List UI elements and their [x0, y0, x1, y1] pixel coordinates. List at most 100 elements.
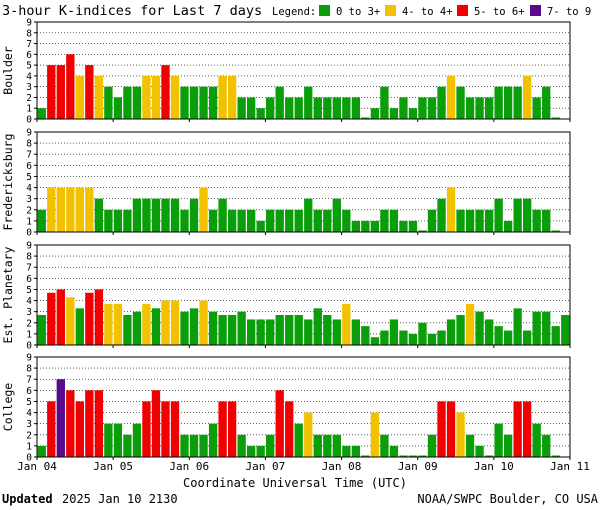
k-index-bar [85, 390, 94, 457]
k-index-bar [227, 401, 237, 457]
k-index-bar [323, 434, 332, 457]
k-index-bar [503, 220, 513, 232]
k-index-bar [113, 303, 123, 345]
k-index-bar [66, 297, 75, 345]
k-index-bar [56, 379, 65, 457]
k-index-bar [446, 75, 456, 119]
k-index-bar [370, 412, 380, 457]
k-index-bar [418, 322, 427, 345]
k-index-bar [85, 187, 94, 232]
k-index-bar [532, 97, 541, 119]
k-index-bar [47, 187, 56, 232]
k-index-bar [437, 330, 446, 345]
k-index-bar [161, 198, 170, 232]
k-index-bar [104, 303, 113, 345]
k-index-bar [465, 97, 475, 119]
x-tick-label: Jan 11 [550, 460, 590, 473]
k-index-bar [256, 108, 265, 119]
k-index-bar [85, 65, 94, 119]
legend-swatch-severe [530, 5, 541, 16]
k-index-bar [180, 86, 189, 119]
k-index-bar [542, 311, 551, 345]
k-index-bar [389, 108, 399, 119]
k-index-bar [294, 209, 303, 232]
k-index-bar [161, 300, 170, 345]
k-index-bar [523, 198, 532, 232]
k-index-bar [551, 117, 560, 119]
k-index-bar [437, 198, 446, 232]
k-index-bar [123, 86, 132, 119]
k-index-bar [437, 401, 446, 457]
k-index-bar [151, 390, 161, 457]
y-tick-label: 8 [26, 364, 32, 375]
k-index-bar [380, 86, 389, 119]
y-tick-label: 7 [26, 375, 32, 386]
k-index-bar [275, 209, 284, 232]
k-index-bar [208, 311, 218, 345]
k-index-bar [446, 319, 456, 345]
k-index-bar [532, 209, 541, 232]
k-index-bar [484, 97, 494, 119]
k-index-bar [561, 315, 570, 345]
x-tick-label: Jan 09 [398, 460, 438, 473]
k-index-bar [132, 423, 142, 457]
y-tick-label: 6 [26, 386, 32, 397]
y-tick-label: 2 [26, 93, 32, 104]
k-index-bar [494, 326, 503, 345]
k-index-bar [75, 187, 84, 232]
k-index-bar [332, 97, 341, 119]
k-index-bar [408, 333, 418, 345]
k-index-bar [399, 97, 408, 119]
k-index-bar [361, 326, 370, 345]
k-index-bar [161, 65, 170, 119]
k-index-bar [246, 209, 256, 232]
k-index-bar [218, 315, 227, 345]
k-index-bar [199, 434, 208, 457]
k-index-bar [218, 401, 227, 457]
k-index-bar [56, 187, 65, 232]
updated-label: Updated [2, 492, 53, 506]
k-index-bar [542, 434, 551, 457]
k-index-bar [208, 86, 218, 119]
k-index-bar [323, 209, 332, 232]
k-index-bar [47, 401, 56, 457]
k-index-bar [132, 198, 142, 232]
y-tick-label: 5 [26, 61, 32, 72]
k-index-bar [123, 209, 132, 232]
y-tick-label: 0 [26, 341, 32, 352]
k-index-bar [304, 198, 313, 232]
k-index-bar [513, 401, 522, 457]
k-index-bar [256, 319, 265, 345]
k-index-bar [370, 337, 380, 345]
k-index-bar [513, 198, 522, 232]
y-tick-label: 0 [26, 228, 32, 239]
y-tick-label: 4 [26, 71, 32, 82]
legend-swatch-active [385, 5, 396, 16]
k-index-bar [66, 390, 75, 457]
k-index-bar [151, 198, 161, 232]
x-tick-label: Jan 04 [17, 460, 57, 473]
k-index-bar [47, 292, 56, 345]
k-index-bar [94, 75, 104, 119]
k-index-bar [113, 97, 123, 119]
y-tick-label: 8 [26, 28, 32, 39]
k-index-bar [218, 75, 227, 119]
y-tick-label: 8 [26, 139, 32, 150]
k-index-bar [94, 289, 104, 345]
k-index-bar [285, 209, 294, 232]
k-index-bar [542, 86, 551, 119]
k-index-bar [313, 434, 322, 457]
x-tick-label: Jan 05 [93, 460, 133, 473]
k-index-bar [465, 303, 475, 345]
k-index-bar [332, 198, 341, 232]
legend-text-quiet: 0 to 3+ [336, 6, 380, 18]
k-index-bar [370, 108, 380, 119]
legend-text-active: 4- to 4+ [402, 6, 453, 18]
k-index-bar [494, 423, 503, 457]
y-tick-label: 5 [26, 397, 32, 408]
y-tick-label: 9 [26, 128, 32, 139]
k-index-bar [513, 308, 522, 345]
y-tick-label: 9 [26, 241, 32, 252]
k-index-bar [323, 97, 332, 119]
